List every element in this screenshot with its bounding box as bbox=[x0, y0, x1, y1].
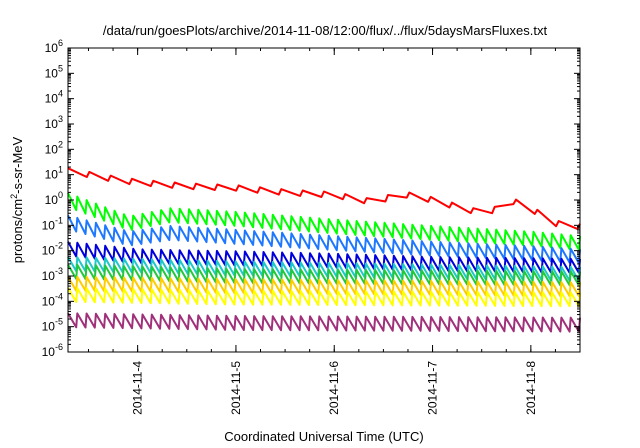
series-layer bbox=[67, 167, 581, 333]
y-tick-label: 10-6 bbox=[42, 342, 63, 359]
series-line-9 bbox=[67, 312, 581, 333]
y-tick-label: 102 bbox=[45, 139, 63, 156]
x-tick-label: 2014-11-7 bbox=[426, 361, 440, 415]
y-tick-label: 10-3 bbox=[42, 266, 63, 283]
x-tick-label: 2014-11-4 bbox=[131, 361, 145, 415]
x-tick-label: 2014-11-5 bbox=[229, 361, 243, 415]
series-line-2 bbox=[67, 192, 581, 251]
series-line-1 bbox=[67, 167, 581, 230]
y-tick-label: 10-1 bbox=[42, 215, 63, 232]
plot-frame bbox=[67, 47, 581, 353]
x-axis-label: Coordinated Universal Time (UTC) bbox=[224, 429, 423, 444]
y-tick-label: 106 bbox=[45, 38, 63, 55]
x-tick-label: 2014-11-6 bbox=[327, 361, 341, 415]
y-tick-label: 101 bbox=[45, 165, 63, 182]
y-tick-label: 10-4 bbox=[42, 291, 63, 308]
y-tick-label: 103 bbox=[45, 114, 63, 131]
series-line-3 bbox=[67, 215, 581, 265]
y-axis: 10-6 10-5 10-4 10-3 10-2 10-1 100 101 102 103 104 1… bbox=[42, 38, 580, 359]
x-axis: 2014-11-4 2014-11-5 2014-11-6 2014-11-7 2014… bbox=[87, 48, 581, 415]
series-line-8 bbox=[67, 287, 581, 308]
y-tick-label: 10-2 bbox=[42, 241, 63, 258]
y-axis-label: protons/cm2-s-sr-MeV bbox=[9, 136, 25, 263]
y-tick-label: 100 bbox=[45, 190, 63, 207]
y-tick-label: 10-5 bbox=[42, 317, 63, 334]
chart-title: /data/run/goesPlots/archive/2014-11-08/1… bbox=[103, 23, 548, 38]
y-tick-label: 105 bbox=[45, 63, 63, 80]
y-tick-label: 104 bbox=[45, 89, 63, 106]
x-tick-label: 2014-11-8 bbox=[524, 361, 538, 415]
